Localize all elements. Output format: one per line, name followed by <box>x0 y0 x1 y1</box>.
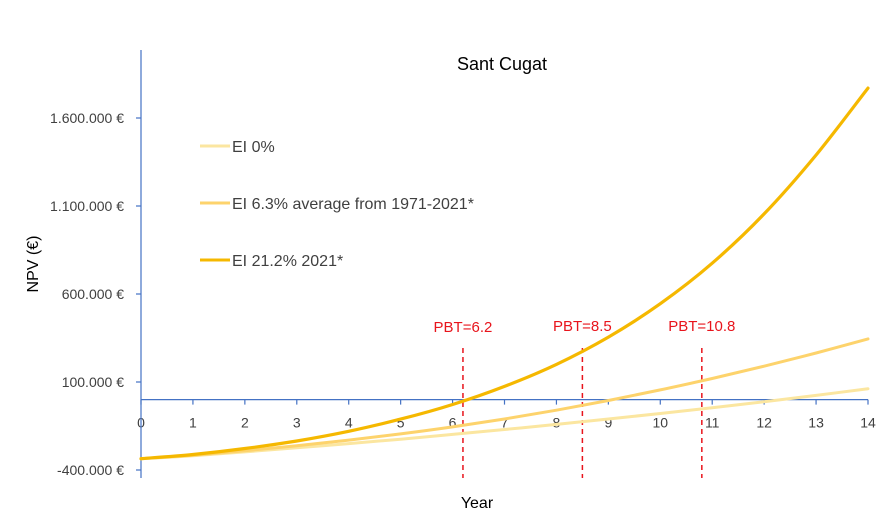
legend-label: EI 0% <box>232 139 275 156</box>
x-tick-label: 13 <box>808 415 824 431</box>
x-tick-label: 1 <box>189 415 197 431</box>
x-tick-label: 12 <box>756 415 772 431</box>
x-tick-label: 14 <box>860 415 876 431</box>
pbt-label: PBT=6.2 <box>434 319 493 336</box>
chart-title: Sant Cugat <box>457 54 547 74</box>
x-tick-label: 8 <box>553 415 561 431</box>
x-tick-label: 11 <box>705 415 720 431</box>
pbt-label: PBT=10.8 <box>668 318 735 335</box>
y-axis-label: NPV (€) <box>25 236 42 293</box>
x-tick-label: 10 <box>652 415 668 431</box>
x-tick-label: 6 <box>449 415 457 431</box>
y-tick-label: 1.100.000 € <box>50 198 124 214</box>
x-tick-label: 2 <box>241 415 249 431</box>
legend: EI 0% EI 6.3% average from 1971-2021* EI 2… <box>200 139 474 270</box>
x-tick-label: 4 <box>345 415 353 431</box>
x-tick-label: 3 <box>293 415 301 431</box>
series-lines <box>139 86 870 461</box>
series-line-2 <box>139 337 870 461</box>
y-tick-labels: -400.000 € 100.000 € 600.000 € 1.100.000 € 1… <box>50 110 141 478</box>
pbt-label: PBT=8.5 <box>553 318 612 335</box>
payback-annotations: PBT=6.2 PBT=8.5 PBT=10.8 <box>434 318 735 478</box>
series-line-3 <box>139 86 870 461</box>
x-tick-label: 7 <box>501 415 509 431</box>
legend-label: EI 21.2% 2021* <box>232 253 343 270</box>
x-tick-label: 5 <box>397 415 405 431</box>
y-tick-label: 1.600.000 € <box>50 110 124 126</box>
y-tick-label: -400.000 € <box>57 462 124 478</box>
x-tick-label: 9 <box>604 415 612 431</box>
y-tick-label: 600.000 € <box>62 286 124 302</box>
y-tick-label: 100.000 € <box>62 374 124 390</box>
x-axis-ticks <box>140 399 869 405</box>
legend-label: EI 6.3% average from 1971-2021* <box>232 196 474 213</box>
x-axis-label: Year <box>461 495 494 512</box>
